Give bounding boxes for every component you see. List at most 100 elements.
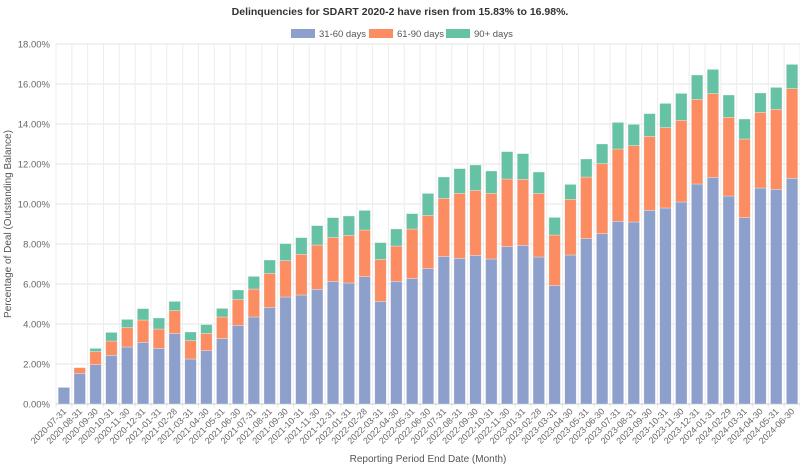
bar-90-days xyxy=(485,170,498,194)
y-tick-label: 4.00% xyxy=(23,320,50,331)
bar-90-days xyxy=(200,324,213,334)
bar-61-90-days xyxy=(501,178,514,247)
bar-61-90-days xyxy=(770,109,783,190)
bar-61-90-days xyxy=(200,333,213,351)
bar-31-60-days xyxy=(311,289,324,405)
bar-90-days xyxy=(786,64,799,89)
bar-31-60-days xyxy=(786,178,799,405)
bar-31-60-days xyxy=(706,177,719,405)
bars xyxy=(57,64,799,405)
bar-31-60-days xyxy=(770,189,783,405)
bar-61-90-days xyxy=(485,193,498,260)
bar-31-60-days xyxy=(516,245,530,405)
bar-61-90-days xyxy=(374,259,387,302)
bar-90-days xyxy=(247,276,260,290)
bar-61-90-days xyxy=(358,229,371,277)
bar-90-days xyxy=(326,217,340,238)
y-tick-label: 8.00% xyxy=(23,240,50,251)
bar-61-90-days xyxy=(311,244,324,290)
bar-61-90-days xyxy=(469,190,482,256)
bar-90-days xyxy=(532,171,545,194)
bar-90-days xyxy=(89,348,102,352)
bar-90-days xyxy=(279,243,292,261)
legend-label: 90+ days xyxy=(474,29,513,40)
y-tick-label: 0.00% xyxy=(23,400,50,411)
bar-61-90-days xyxy=(532,193,545,258)
bar-31-60-days xyxy=(247,316,260,405)
bar-31-60-days xyxy=(675,201,688,405)
bar-61-90-days xyxy=(231,299,245,326)
bar-61-90-days xyxy=(564,199,577,256)
bar-90-days xyxy=(738,118,751,140)
bar-90-days xyxy=(121,319,134,328)
bar-90-days xyxy=(105,332,118,342)
bar-61-90-days xyxy=(279,260,292,298)
bar-90-days xyxy=(596,143,609,164)
bar-61-90-days xyxy=(216,316,229,339)
bar-31-60-days xyxy=(231,325,245,405)
legend-swatch xyxy=(369,29,393,38)
bar-31-60-days xyxy=(216,338,229,405)
bar-61-90-days xyxy=(786,88,799,179)
bar-31-60-days xyxy=(137,342,150,405)
bar-61-90-days xyxy=(659,127,672,209)
bar-61-90-days xyxy=(295,254,308,296)
y-tick-label: 10.00% xyxy=(18,200,51,211)
bar-90-days xyxy=(311,225,324,246)
bar-90-days xyxy=(501,151,514,180)
y-tick-label: 12.00% xyxy=(18,160,51,171)
bar-31-60-days xyxy=(326,281,340,405)
bar-61-90-days xyxy=(263,273,276,308)
bar-31-60-days xyxy=(406,278,419,405)
bar-90-days xyxy=(168,301,181,311)
bar-31-60-days xyxy=(691,183,704,405)
bar-90-days xyxy=(469,164,482,191)
bar-61-90-days xyxy=(247,288,260,318)
bar-61-90-days xyxy=(548,234,561,286)
y-tick-label: 14.00% xyxy=(18,120,51,131)
bar-61-90-days xyxy=(453,193,466,259)
bar-61-90-days xyxy=(326,237,340,282)
x-axis-title: Reporting Period End Date (Month) xyxy=(350,454,507,465)
bar-90-days xyxy=(706,69,719,94)
bar-31-60-days xyxy=(469,255,482,405)
bar-61-90-days xyxy=(168,310,181,334)
bar-90-days xyxy=(421,193,435,216)
bar-90-days xyxy=(216,308,229,318)
bar-90-days xyxy=(722,94,735,118)
bar-31-60-days xyxy=(627,221,640,405)
y-axis-ticks: 0.00% 2.00% 4.00% 6.00% 8.00% 10.00% 12.00% 14.… xyxy=(18,40,51,411)
bar-61-90-days xyxy=(516,179,530,246)
bar-61-90-days xyxy=(406,228,419,279)
bar-90-days xyxy=(675,93,688,121)
y-tick-label: 6.00% xyxy=(23,280,50,291)
bar-31-60-days xyxy=(121,346,134,405)
bar-61-90-days xyxy=(706,93,719,178)
bar-31-60-days xyxy=(263,307,276,405)
bar-90-days xyxy=(295,237,308,255)
bar-31-60-days xyxy=(659,207,672,405)
legend-swatch xyxy=(291,29,315,38)
bar-31-60-days xyxy=(279,296,292,405)
bar-61-90-days xyxy=(421,215,435,269)
bar-90-days xyxy=(770,87,783,110)
bar-61-90-days xyxy=(675,120,688,203)
bar-31-60-days xyxy=(738,217,751,405)
bar-31-60-days xyxy=(390,281,403,405)
bar-31-60-days xyxy=(437,256,450,405)
bar-61-90-days xyxy=(89,351,102,365)
bar-90-days xyxy=(691,74,704,100)
bar-90-days xyxy=(564,184,577,200)
bar-31-60-days xyxy=(105,355,118,405)
bar-90-days xyxy=(342,215,355,236)
bar-90-days xyxy=(659,103,672,128)
y-tick-label: 18.00% xyxy=(18,40,51,51)
bar-61-90-days xyxy=(184,340,197,360)
bar-90-days xyxy=(548,217,561,236)
bar-31-60-days xyxy=(722,195,735,405)
bar-31-60-days xyxy=(643,210,656,405)
bar-90-days xyxy=(611,122,625,150)
bar-31-60-days xyxy=(57,387,70,405)
bar-90-days xyxy=(437,176,450,199)
